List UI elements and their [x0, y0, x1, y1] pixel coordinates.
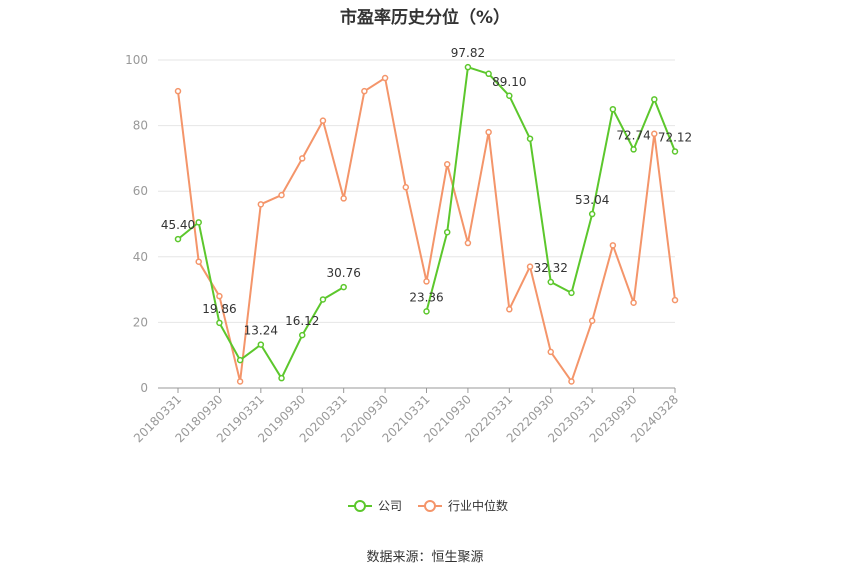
data-label: 89.10 — [492, 75, 526, 89]
data-point-company — [485, 70, 492, 78]
data-label: 19.86 — [202, 302, 236, 316]
data-point-industry-median — [340, 195, 347, 202]
data-point-company — [299, 331, 306, 339]
chart-title: 市盈率历史分位（%） — [339, 8, 511, 28]
y-tick-label: 80 — [133, 119, 148, 133]
data-point-company — [526, 135, 534, 142]
data-point-industry-median — [609, 242, 617, 249]
legend-label: 公司 — [378, 499, 402, 513]
data-label: 13.24 — [244, 324, 278, 338]
data-point-industry-median — [506, 306, 513, 313]
data-point-industry-median — [651, 130, 658, 138]
data-labels: 45.40 19.86 13.24 16.12 30.76 23.36 97.82 89.10… — [161, 46, 692, 337]
data-label: 23.36 — [409, 290, 443, 304]
plot-area — [174, 63, 679, 385]
data-point-company — [547, 278, 554, 286]
source-note: 数据来源：恒生聚源 — [366, 550, 484, 565]
data-point-industry-median — [278, 191, 285, 199]
data-point-industry-median — [381, 74, 389, 82]
y-tick-label: 20 — [133, 315, 148, 329]
data-point-company — [506, 92, 513, 100]
data-label: 30.76 — [326, 266, 360, 280]
data-point-company — [630, 146, 637, 153]
data-point-industry-median — [361, 87, 368, 95]
y-tick-label: 0 — [140, 381, 148, 395]
data-point-industry-median — [257, 201, 265, 208]
data-label: 97.82 — [451, 46, 485, 60]
data-point-industry-median — [630, 299, 637, 306]
data-point-company — [588, 210, 596, 218]
data-point-industry-median — [568, 378, 575, 385]
gridlines — [158, 59, 675, 323]
axes: 0204060801002018033120180930201903312019… — [125, 53, 681, 445]
y-tick-label: 60 — [133, 184, 148, 198]
y-tick-label: 40 — [133, 250, 148, 264]
data-label: 32.32 — [534, 261, 568, 275]
legend-label: 行业中位数 — [448, 498, 508, 513]
data-point-company — [464, 63, 472, 71]
data-point-industry-median — [588, 317, 596, 325]
data-point-company — [278, 374, 285, 382]
data-label: 72.74 — [616, 128, 650, 142]
data-point-industry-median — [174, 87, 182, 95]
data-point-company — [651, 96, 658, 103]
legend[interactable]: 公司 行业中位数 — [348, 498, 508, 513]
data-point-industry-median — [423, 278, 430, 285]
data-point-industry-median — [547, 348, 554, 356]
data-point-company — [340, 283, 347, 291]
data-point-company — [609, 105, 617, 113]
legend-marker — [354, 500, 366, 512]
data-label: 72.12 — [658, 130, 692, 144]
data-point-industry-median — [236, 378, 244, 385]
data-point-industry-median — [671, 296, 679, 304]
data-point-industry-median — [216, 292, 223, 300]
data-label: 45.40 — [161, 218, 195, 232]
data-point-company — [257, 341, 265, 348]
data-point-industry-median — [443, 161, 451, 168]
legend-marker — [424, 500, 436, 512]
data-point-company — [568, 289, 575, 297]
data-point-industry-median — [195, 258, 202, 265]
data-point-company — [443, 228, 451, 236]
data-point-industry-median — [402, 184, 410, 191]
data-point-industry-median — [319, 117, 327, 124]
data-point-company — [195, 219, 202, 226]
data-point-company — [216, 319, 223, 327]
data-label: 53.04 — [575, 193, 609, 207]
legend-item-company[interactable]: 公司 — [348, 499, 402, 513]
y-tick-label: 100 — [125, 53, 148, 67]
data-point-industry-median — [526, 263, 534, 270]
data-point-company — [671, 148, 679, 155]
data-point-company — [423, 308, 430, 315]
data-point-company — [319, 296, 327, 303]
data-point-industry-median — [299, 155, 306, 162]
data-point-company — [174, 235, 182, 243]
data-point-industry-median — [485, 128, 492, 136]
legend-item-industry-median[interactable]: 行业中位数 — [418, 498, 508, 513]
data-point-industry-median — [464, 239, 472, 247]
data-label: 16.12 — [285, 314, 319, 328]
data-point-company — [236, 356, 244, 364]
